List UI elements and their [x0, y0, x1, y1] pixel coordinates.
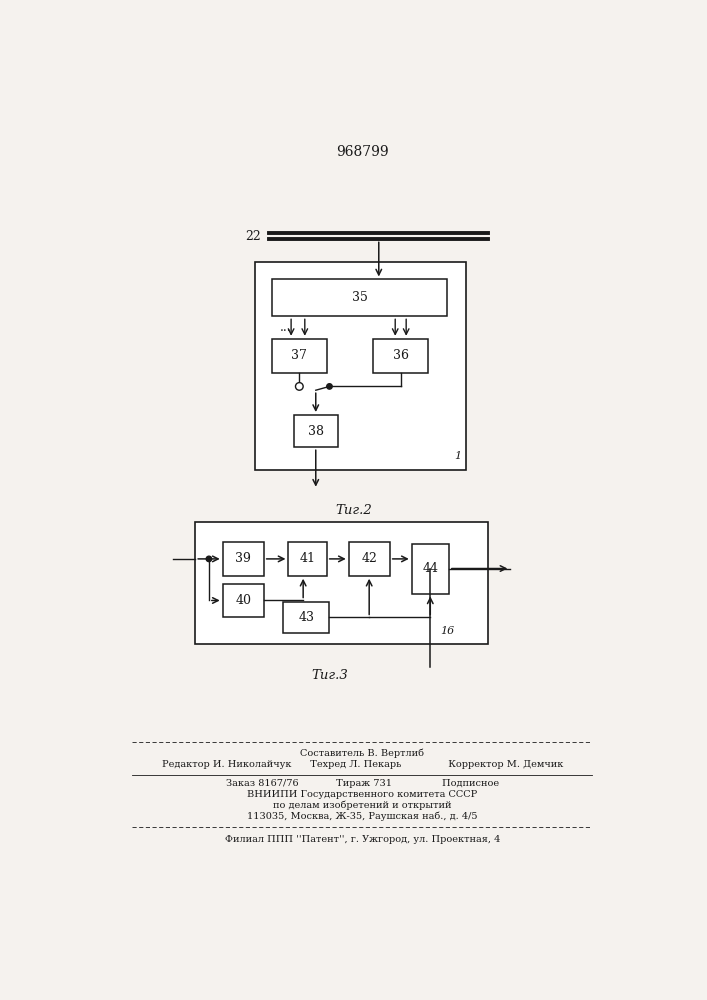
Text: 1: 1	[454, 451, 461, 461]
Text: 22: 22	[245, 230, 261, 243]
Text: по делам изобретений и открытий: по делам изобретений и открытий	[273, 801, 452, 810]
FancyBboxPatch shape	[411, 544, 449, 594]
Text: 41: 41	[300, 552, 315, 565]
Text: 35: 35	[351, 291, 368, 304]
Text: 113035, Москва, Ж-35, Раушская наб., д. 4/5: 113035, Москва, Ж-35, Раушская наб., д. …	[247, 811, 478, 821]
FancyBboxPatch shape	[272, 279, 448, 316]
Ellipse shape	[296, 383, 303, 390]
FancyBboxPatch shape	[349, 542, 390, 576]
FancyBboxPatch shape	[373, 339, 428, 373]
Text: 16: 16	[440, 626, 455, 636]
FancyBboxPatch shape	[255, 262, 467, 470]
Text: 42: 42	[361, 552, 377, 565]
FancyBboxPatch shape	[272, 339, 327, 373]
Text: 43: 43	[298, 611, 314, 624]
Text: Редактор И. Николайчук      Техред Л. Пекарь               Корректор М. Демчик: Редактор И. Николайчук Техред Л. Пекарь …	[162, 760, 563, 769]
Text: 36: 36	[392, 349, 409, 362]
FancyBboxPatch shape	[283, 602, 329, 633]
FancyBboxPatch shape	[223, 584, 264, 617]
Text: 44: 44	[422, 562, 438, 575]
FancyBboxPatch shape	[223, 542, 264, 576]
Ellipse shape	[327, 384, 332, 389]
Text: 968799: 968799	[336, 145, 389, 159]
Text: Филиал ППП ''Патент'', г. Ужгород, ул. Проектная, 4: Филиал ППП ''Патент'', г. Ужгород, ул. П…	[225, 835, 500, 844]
Text: 37: 37	[291, 349, 308, 362]
Text: 39: 39	[235, 552, 251, 565]
FancyBboxPatch shape	[288, 542, 327, 576]
Text: Τиг.3: Τиг.3	[311, 669, 348, 682]
Text: 40: 40	[235, 594, 251, 607]
Text: ...: ...	[280, 321, 291, 334]
FancyBboxPatch shape	[294, 415, 338, 447]
Text: Составитель В. Вертлиб: Составитель В. Вертлиб	[300, 748, 424, 758]
Ellipse shape	[206, 556, 211, 562]
Text: Τиг.2: Τиг.2	[335, 504, 372, 517]
Text: Заказ 8167/76            Тираж 731                Подписное: Заказ 8167/76 Тираж 731 Подписное	[226, 779, 499, 788]
FancyBboxPatch shape	[195, 522, 489, 644]
Text: 38: 38	[308, 425, 324, 438]
Text: ВНИИПИ Государственного комитета СССР: ВНИИПИ Государственного комитета СССР	[247, 790, 477, 799]
